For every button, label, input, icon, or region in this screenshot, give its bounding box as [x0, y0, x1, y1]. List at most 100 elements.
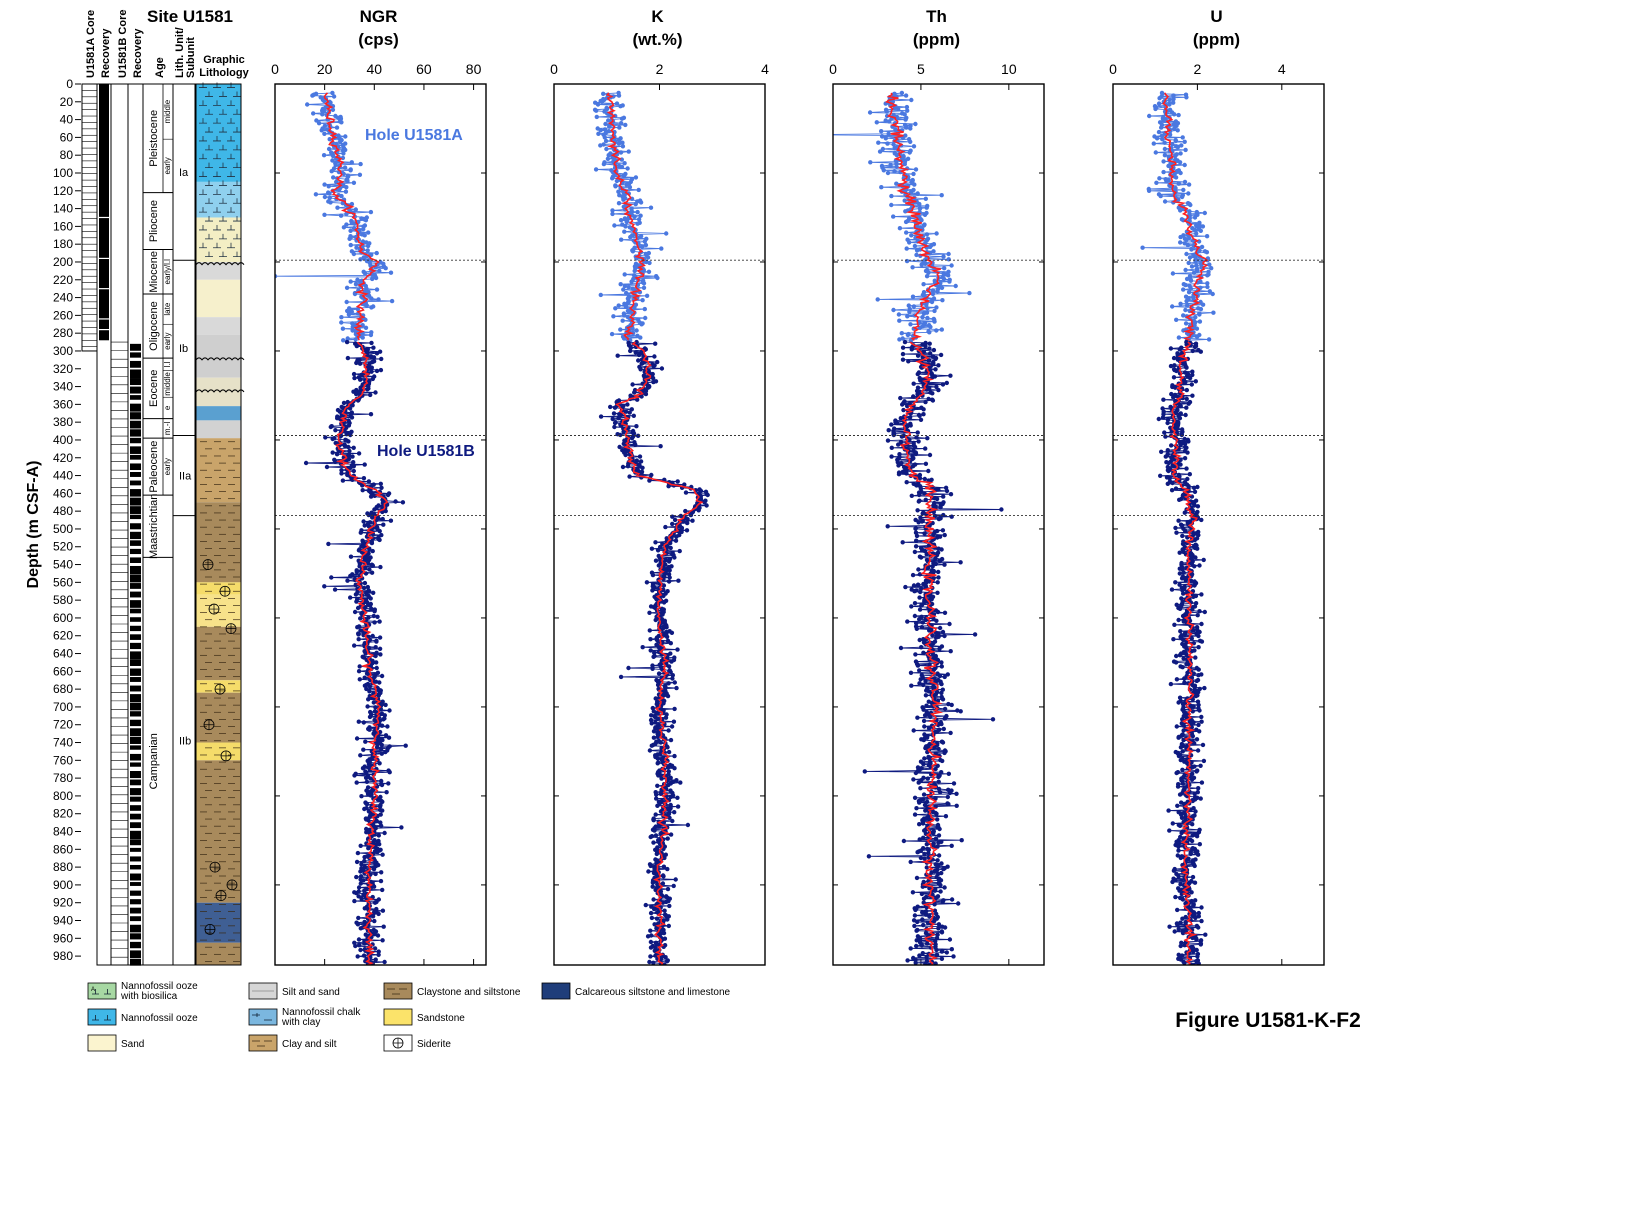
data-point: [358, 257, 363, 262]
recovery-bar: [130, 617, 141, 622]
data-point: [371, 355, 377, 360]
data-point: [930, 633, 935, 638]
data-point: [936, 833, 942, 838]
data-point: [1179, 815, 1185, 820]
data-point: [654, 796, 659, 801]
data-point: [862, 769, 867, 774]
data-point: [616, 201, 622, 206]
data-point: [1172, 622, 1177, 627]
data-point: [349, 415, 355, 420]
data-point: [972, 632, 978, 637]
data-point: [1182, 162, 1187, 168]
data-point: [1190, 833, 1195, 838]
recovery-bar: [130, 634, 141, 640]
data-point: [323, 435, 328, 440]
data-point: [1156, 416, 1162, 422]
data-point: [628, 348, 633, 354]
data-point: [903, 209, 908, 214]
panel-k: K(wt.%)0 2 4: [550, 7, 769, 966]
data-point: [677, 548, 682, 554]
data-point: [917, 637, 922, 643]
data-point: [924, 955, 929, 960]
data-point: [370, 633, 375, 639]
data-point: [917, 953, 922, 958]
data-point: [1192, 344, 1198, 350]
data-point: [936, 779, 941, 784]
recovery-bar: [130, 916, 141, 922]
data-point: [373, 679, 379, 684]
data-point: [666, 559, 672, 564]
data-point: [659, 366, 665, 371]
data-point: [1172, 363, 1177, 368]
recovery-bar: [130, 446, 141, 454]
data-point: [653, 540, 658, 545]
recovery-bar: [130, 548, 141, 555]
data-point: [909, 683, 914, 688]
data-point: [1185, 303, 1190, 308]
data-point: [897, 226, 903, 231]
data-point: [380, 799, 385, 804]
data-point: [351, 371, 357, 377]
data-point: [1158, 193, 1163, 199]
data-point: [1180, 767, 1185, 772]
data-point: [356, 719, 361, 724]
data-point: [619, 121, 624, 126]
age-label: Oligocene: [148, 301, 160, 351]
data-point: [1180, 781, 1186, 786]
data-point: [624, 219, 629, 225]
data-point: [924, 205, 929, 210]
data-point: [320, 112, 325, 117]
depth-tick-label: 380: [53, 415, 73, 429]
data-point: [912, 243, 918, 249]
data-point: [356, 637, 361, 642]
data-point: [620, 140, 625, 145]
data-point: [889, 445, 894, 450]
ooze-symbol: [219, 180, 227, 186]
data-point: [621, 336, 627, 341]
data-point: [612, 420, 618, 426]
data-point: [894, 161, 899, 166]
recovery-bar: [130, 736, 141, 744]
data-point: [377, 842, 382, 847]
data-point: [917, 681, 922, 686]
age-sub-label: early: [163, 157, 172, 174]
data-point: [1196, 702, 1201, 708]
data-point: [332, 587, 338, 592]
data-point: [361, 226, 366, 232]
ooze-symbol: [219, 109, 227, 115]
data-point: [374, 368, 380, 374]
data-point: [353, 337, 358, 342]
data-point: [655, 716, 660, 721]
age-sub-label: e: [163, 405, 172, 410]
lith-unit-label: Ia: [179, 167, 189, 179]
data-point: [314, 118, 319, 123]
data-point: [670, 818, 675, 824]
data-point: [913, 957, 918, 962]
data-point: [929, 597, 934, 602]
data-point: [886, 131, 891, 136]
data-point: [917, 492, 922, 498]
data-point: [1175, 423, 1181, 428]
header-u1581a-core: U1581A Core: [85, 10, 97, 78]
data-point: [1178, 301, 1183, 306]
data-point: [1154, 136, 1160, 141]
data-point: [892, 145, 897, 151]
data-point: [1170, 271, 1176, 276]
data-point: [382, 830, 387, 836]
siderite-cross: [204, 719, 214, 730]
data-point: [942, 266, 947, 271]
data-point: [1170, 879, 1175, 885]
ooze-symbol: [233, 91, 241, 97]
data-point: [947, 937, 953, 942]
data-point: [933, 556, 938, 561]
data-point: [1185, 242, 1191, 248]
data-point: [1183, 267, 1188, 273]
data-point: [1176, 181, 1182, 186]
data-point: [376, 949, 381, 954]
data-point: [675, 647, 680, 652]
data-point: [911, 777, 916, 782]
data-point: [621, 173, 627, 178]
lithology-interval-sand: [196, 279, 241, 318]
data-point: [916, 439, 921, 444]
data-point: [667, 815, 672, 820]
